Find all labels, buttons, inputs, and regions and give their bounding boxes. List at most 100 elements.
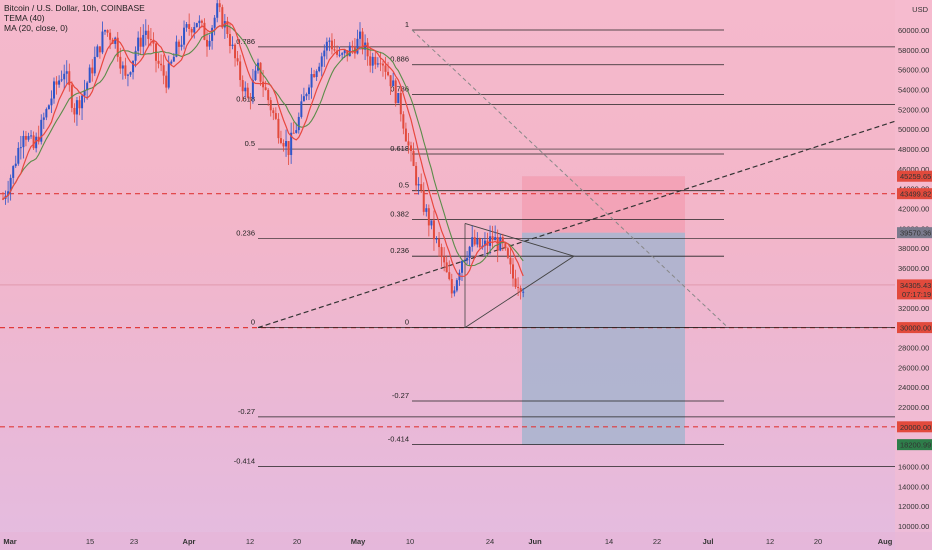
price-tag-6[interactable] — [897, 439, 932, 451]
price-tag-2[interactable] — [897, 227, 932, 239]
candle-body-113 — [290, 132, 293, 155]
candle-body-94 — [241, 80, 244, 92]
candle-body-103 — [264, 87, 267, 90]
candle-body-53 — [137, 37, 140, 51]
candle-body-175 — [448, 272, 451, 280]
candle-body-52 — [134, 50, 137, 61]
candles[interactable] — [2, 0, 525, 300]
candle-body-21 — [55, 81, 58, 85]
candle-body-7 — [19, 147, 22, 149]
y-tick-label-20: 50000.00 — [898, 125, 929, 134]
price-axis[interactable] — [895, 0, 932, 550]
candle-body-172 — [440, 247, 443, 258]
candle-body-147 — [376, 63, 379, 65]
candle-body-130 — [333, 49, 336, 51]
candle-body-162 — [415, 165, 418, 186]
candle-body-141 — [361, 31, 364, 50]
candle-body-121 — [310, 74, 313, 88]
fib-left-label-0: 0.786 — [236, 37, 255, 46]
candle-body-5 — [14, 163, 17, 167]
price-tag-0[interactable] — [897, 170, 932, 182]
candle-body-167 — [427, 208, 430, 226]
symmetric-triangle[interactable] — [464, 223, 576, 328]
candle-body-86 — [221, 7, 224, 28]
candle-body-25 — [65, 71, 68, 74]
candle-body-117 — [300, 101, 303, 117]
candle-body-165 — [422, 190, 425, 212]
ma-line[interactable] — [2, 25, 524, 267]
candle-body-31 — [81, 95, 84, 109]
fib-left-label-2: 0.5 — [245, 139, 255, 148]
candle-body-163 — [417, 184, 420, 186]
candle-body-125 — [320, 56, 323, 67]
fib-right-label-7: 0 — [405, 318, 409, 327]
candle-body-93 — [239, 61, 242, 81]
candle-body-156 — [399, 93, 402, 115]
candle-body-10 — [27, 136, 30, 140]
price-tag-1[interactable] — [897, 188, 932, 200]
candle-body-159 — [407, 141, 410, 146]
candle-body-61 — [157, 60, 160, 64]
x-tick-label-0: Mar — [3, 537, 16, 546]
y-tick-label-0: 10000.00 — [898, 522, 929, 531]
x-tick-label-1: 15 — [86, 537, 94, 546]
candle-body-155 — [397, 93, 400, 104]
fib-right-label-3: 0.618 — [390, 144, 409, 153]
y-tick-label-2: 14000.00 — [898, 482, 929, 491]
candle-body-4 — [12, 166, 15, 178]
candle-body-101 — [259, 62, 262, 82]
candle-body-99 — [254, 70, 257, 81]
candle-body-49 — [126, 74, 129, 76]
candle-body-166 — [425, 208, 428, 212]
candle-body-84 — [216, 3, 219, 18]
candle-body-44 — [114, 37, 117, 44]
candle-body-127 — [325, 41, 328, 51]
ma-indicator-label[interactable]: MA (20, close, 0) — [4, 23, 68, 33]
candle-body-28 — [73, 107, 76, 115]
price-tag-4[interactable] — [897, 322, 932, 334]
x-tick-label-8: 24 — [486, 537, 494, 546]
fib-left-label-3: 0.236 — [236, 228, 255, 237]
time-axis[interactable] — [0, 532, 932, 550]
price-tag-5[interactable] — [897, 421, 932, 433]
candle-body-51 — [132, 60, 135, 73]
candle-body-109 — [279, 138, 282, 144]
fib-right-label-0: 1 — [405, 20, 409, 29]
stop-loss-zone[interactable] — [522, 176, 685, 233]
y-tick-label-25: 60000.00 — [898, 26, 929, 35]
candle-body-95 — [244, 87, 247, 92]
candle-body-45 — [116, 37, 119, 57]
candle-body-76 — [195, 23, 198, 28]
candle-body-124 — [318, 66, 321, 72]
tema-line[interactable] — [2, 21, 524, 278]
fib-right-label-1: 0.886 — [390, 55, 409, 64]
y-tick-label-24: 58000.00 — [898, 46, 929, 55]
price-tag-3[interactable] — [897, 279, 932, 300]
candle-body-3 — [9, 177, 12, 192]
price-tag-label-4: 30000.00 — [900, 324, 931, 333]
x-tick-label-12: Jul — [703, 537, 714, 546]
candle-body-108 — [277, 118, 280, 139]
candle-body-104 — [267, 89, 270, 101]
x-tick-label-9: Jun — [528, 537, 542, 546]
candle-body-38 — [98, 46, 101, 53]
candle-body-74 — [190, 28, 193, 33]
x-tick-label-11: 22 — [653, 537, 661, 546]
tema-indicator-label[interactable]: TEMA (40) — [4, 13, 45, 23]
x-tick-label-15: Aug — [878, 537, 893, 546]
descending-trendline[interactable] — [411, 29, 729, 328]
candle-body-203 — [519, 288, 522, 293]
x-tick-label-6: May — [351, 537, 366, 546]
take-profit-zone[interactable] — [522, 232, 685, 445]
candle-body-150 — [384, 65, 387, 72]
candle-body-85 — [218, 3, 221, 8]
candle-body-6 — [17, 147, 20, 164]
candle-body-90 — [231, 44, 234, 47]
fib-right-label-2: 0.786 — [390, 84, 409, 93]
candle-body-145 — [371, 56, 374, 66]
y-tick-label-14: 38000.00 — [898, 244, 929, 253]
candle-body-168 — [430, 220, 433, 226]
candle-body-40 — [104, 30, 106, 32]
